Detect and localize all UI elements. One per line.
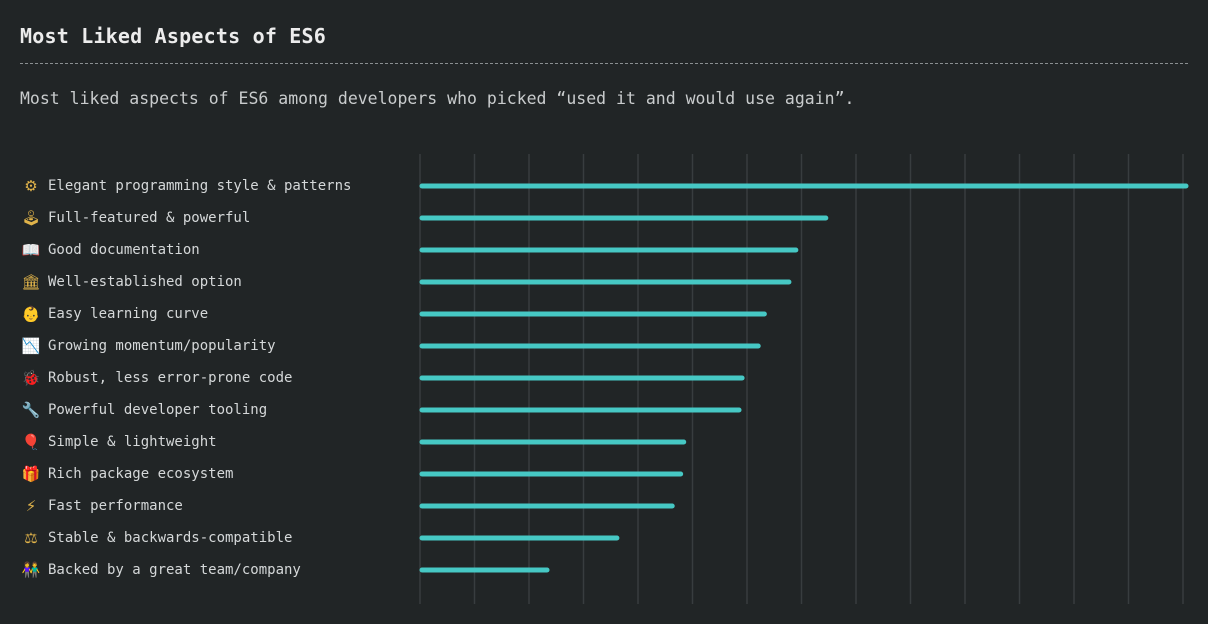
category-label-text: Backed by a great team/company [48, 562, 301, 578]
wrench-icon: 🔧 [21, 401, 41, 419]
baby-icon: 👶 [21, 305, 41, 323]
bug-icon: 🐞 [21, 369, 41, 387]
category-label-text: Easy learning curve [48, 306, 209, 322]
lightning-icon: ⚡ [25, 497, 37, 515]
chart-icon: 📉 [21, 337, 41, 355]
category-label: ⚡ Fast performance [20, 494, 183, 518]
category-label-text: Powerful developer tooling [48, 402, 268, 418]
classical-building-icon: 🏛 [21, 273, 41, 291]
category-label: 🎈 Simple & lightweight [20, 430, 217, 454]
category-label-text: Good documentation [48, 242, 200, 258]
category-label: 🔧 Powerful developer tooling [20, 398, 268, 422]
balloon-icon: 🎈 [21, 433, 41, 451]
joystick-icon: 🕹 [21, 209, 41, 227]
category-label: 👫 Backed by a great team/company [20, 558, 301, 582]
category-label: 👶 Easy learning curve [20, 302, 209, 326]
category-label-text: Growing momentum/popularity [48, 338, 276, 354]
category-label: 🐞 Robust, less error-prone code [20, 366, 293, 390]
category-label: 🕹 Full-featured & powerful [20, 206, 250, 230]
category-label: ⚙ Elegant programming style & patterns [20, 174, 351, 198]
category-label: 🎁 Rich package ecosystem [20, 462, 234, 486]
people-icon: 👫 [21, 561, 41, 579]
category-label-text: Robust, less error-prone code [48, 370, 293, 386]
chart-title: Most Liked Aspects of ES6 [20, 24, 327, 48]
category-label: 📉 Growing momentum/popularity [20, 334, 276, 358]
category-label-text: Full-featured & powerful [48, 210, 251, 226]
category-label-text: Simple & lightweight [48, 434, 217, 450]
category-label: ⚖ Stable & backwards-compatible [20, 526, 292, 550]
category-label: 🏛 Well-established option [20, 270, 242, 294]
category-label-text: Stable & backwards-compatible [48, 530, 293, 546]
book-icon: 📖 [21, 241, 41, 259]
gift-icon: 🎁 [21, 465, 41, 483]
category-label-text: Elegant programming style & patterns [48, 178, 352, 194]
scales-icon: ⚖ [24, 529, 38, 547]
category-label-text: Rich package ecosystem [48, 466, 234, 482]
category-label-text: Fast performance [48, 498, 183, 514]
chart-subtitle: Most liked aspects of ES6 among develope… [20, 89, 855, 108]
category-label-text: Well-established option [48, 274, 242, 290]
gear-icon: ⚙ [24, 177, 38, 195]
title-divider [20, 63, 1188, 64]
category-label: 📖 Good documentation [20, 238, 200, 262]
